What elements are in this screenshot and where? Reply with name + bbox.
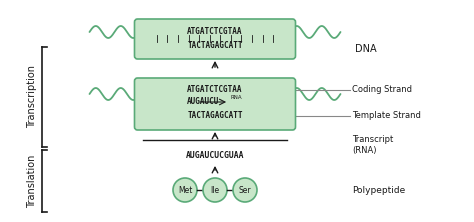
Text: Ile: Ile [210,186,219,194]
Text: Transcript
(RNA): Transcript (RNA) [352,135,393,155]
Text: Template Strand: Template Strand [352,111,421,121]
Text: AUGAUCU: AUGAUCU [187,97,219,107]
FancyBboxPatch shape [135,78,295,130]
Text: Ser: Ser [239,186,251,194]
Text: ATGATCTCGTAA: ATGATCTCGTAA [187,28,243,36]
FancyBboxPatch shape [135,19,295,59]
Text: DNA: DNA [355,44,377,54]
Text: Translation: Translation [27,154,37,208]
Text: Coding Strand: Coding Strand [352,85,412,95]
Text: TACTAGAGCATT: TACTAGAGCATT [187,42,243,50]
Circle shape [203,178,227,202]
Circle shape [173,178,197,202]
Text: Met: Met [178,186,192,194]
Text: ATGATCTCGTAA: ATGATCTCGTAA [187,85,243,95]
Text: TACTAGAGCATT: TACTAGAGCATT [187,111,243,121]
Text: AUGAUCUCGUAA: AUGAUCUCGUAA [186,151,244,159]
Circle shape [233,178,257,202]
Text: Polypeptide: Polypeptide [352,186,405,194]
Text: RNA: RNA [231,95,243,100]
Text: Transcription: Transcription [27,65,37,129]
